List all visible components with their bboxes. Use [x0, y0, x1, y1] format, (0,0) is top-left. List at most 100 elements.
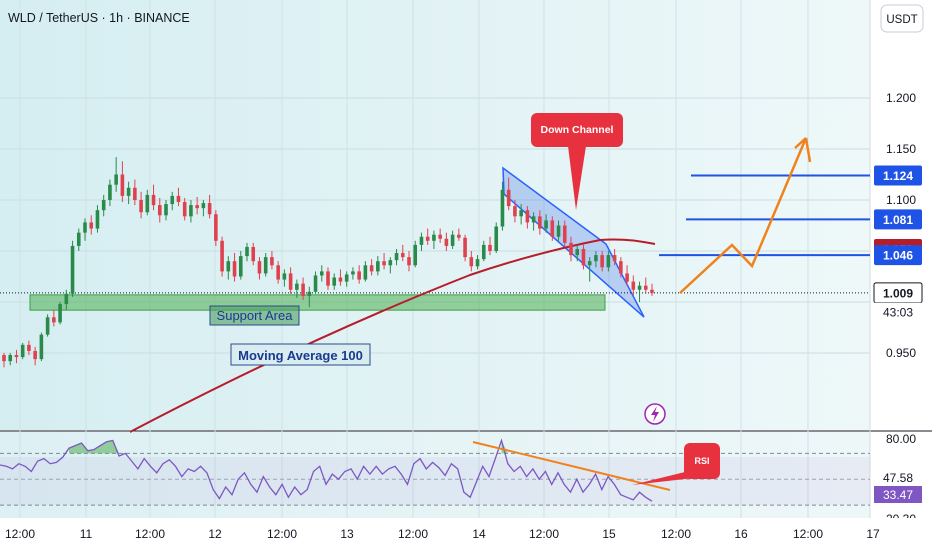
svg-text:Down Channel: Down Channel	[541, 124, 614, 136]
candle	[139, 191, 143, 219]
support-area-label: Support Area	[209, 305, 300, 326]
candle-body	[531, 216, 536, 223]
candle	[388, 257, 393, 274]
time-tick-label: 11	[80, 527, 93, 541]
candle	[151, 184, 156, 211]
candle	[575, 244, 580, 262]
candle	[14, 349, 19, 364]
candle	[70, 240, 75, 297]
candle	[33, 346, 37, 366]
candle	[494, 222, 499, 254]
candle	[357, 265, 361, 284]
candle-body	[556, 225, 561, 237]
price-badge-text: 1.081	[883, 213, 913, 227]
candle	[83, 218, 87, 241]
candle-body	[201, 203, 206, 209]
candle	[438, 228, 442, 243]
candle	[108, 179, 112, 207]
candle-body	[643, 285, 648, 290]
candle-body	[226, 261, 231, 272]
candle-body	[525, 210, 530, 223]
candle-body	[58, 304, 62, 323]
candle-body	[419, 236, 424, 245]
candle-body	[475, 259, 480, 267]
candle	[189, 200, 193, 223]
time-axis: 12:00 11 12:00 12 12:00 13 12:00 14 12:00 15 12:00…	[5, 527, 880, 541]
candlesticks	[2, 157, 654, 368]
time-tick-label: 12:00	[793, 527, 823, 541]
candle	[282, 269, 287, 287]
candle-body	[631, 281, 636, 290]
candle-body	[400, 253, 405, 258]
candle-body	[594, 255, 598, 262]
price-tick-label: 0.950	[886, 346, 916, 360]
candle-body	[407, 257, 411, 266]
candle	[2, 353, 6, 368]
moving-average-label: Moving Average 100	[230, 343, 371, 366]
candle	[157, 197, 162, 223]
time-tick-label: 12:00	[5, 527, 35, 541]
candle-body	[76, 232, 81, 246]
rsi-pane-background	[0, 432, 870, 518]
candle-body	[575, 248, 580, 256]
candle-body	[394, 253, 399, 261]
candle	[432, 230, 436, 249]
candle	[351, 267, 355, 280]
candle-body	[70, 245, 75, 294]
price-badge-box	[874, 209, 922, 230]
candle	[513, 200, 517, 223]
candle-body	[382, 261, 386, 266]
candle-body	[282, 273, 287, 280]
projection-arrow-left	[794, 137, 807, 149]
currency-button[interactable]: USDT	[880, 4, 924, 33]
candle	[313, 271, 318, 294]
rsi-badge-box	[874, 469, 922, 486]
candle	[538, 210, 542, 235]
candle	[39, 332, 44, 362]
countdown-box	[874, 302, 922, 321]
rsi-axis-mask	[870, 518, 932, 550]
candle-body	[89, 222, 94, 229]
candle-body	[338, 277, 343, 282]
rsi-line	[0, 438, 653, 502]
candle-body	[587, 261, 592, 266]
rsi-badge: 33.47	[874, 486, 922, 503]
candle-body	[288, 273, 293, 290]
candle	[506, 177, 511, 211]
candle	[201, 200, 206, 217]
candle	[245, 242, 249, 262]
time-tick-label: 14	[472, 527, 486, 541]
candle	[301, 277, 305, 300]
candle	[133, 179, 137, 206]
candle	[114, 157, 118, 192]
candle-body	[114, 174, 118, 185]
candle-body	[625, 273, 629, 282]
countdown-text: 43:03	[883, 305, 913, 319]
time-tick-label: 12:00	[398, 527, 428, 541]
candle	[606, 251, 611, 272]
candle-body	[232, 261, 237, 277]
price-badge: 1.046	[874, 245, 922, 266]
candle-body	[450, 234, 455, 246]
price-pane-background	[0, 0, 870, 430]
candle	[594, 251, 598, 268]
price-levels	[659, 174, 870, 257]
candle	[45, 314, 50, 337]
svg-text:Moving Average 100: Moving Average 100	[238, 348, 363, 363]
candle-body	[182, 202, 187, 217]
candle	[27, 340, 31, 356]
candle-body	[214, 214, 218, 241]
candle-body	[550, 220, 555, 237]
candle-body	[544, 220, 548, 229]
candle-body	[95, 210, 100, 229]
candle	[631, 275, 636, 296]
candle-body	[569, 242, 573, 256]
lightning-icon[interactable]	[644, 403, 666, 425]
down-channel-callout: Down Channel	[531, 113, 623, 210]
candle-body	[139, 200, 143, 213]
candle-body	[562, 225, 567, 243]
candle-body	[307, 291, 312, 296]
